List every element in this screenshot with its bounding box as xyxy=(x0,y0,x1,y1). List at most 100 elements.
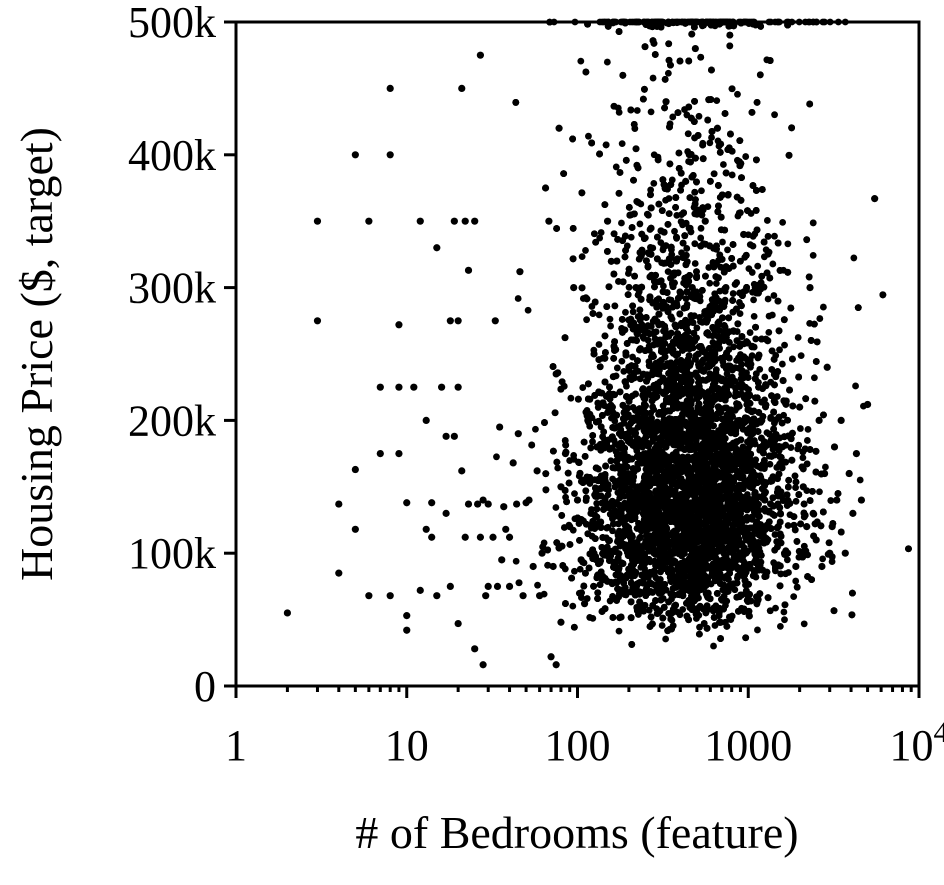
data-point xyxy=(792,577,800,585)
data-point xyxy=(776,622,784,630)
data-point xyxy=(618,357,626,365)
data-point xyxy=(658,622,666,629)
data-point xyxy=(474,500,482,508)
data-point xyxy=(828,558,836,565)
data-point xyxy=(395,321,403,329)
data-point xyxy=(428,499,436,507)
data-point xyxy=(636,220,644,228)
data-point xyxy=(803,523,811,531)
data-point xyxy=(498,556,506,564)
data-point xyxy=(516,268,524,276)
data-point xyxy=(450,217,458,225)
data-point xyxy=(806,284,814,292)
data-point xyxy=(489,533,497,541)
data-point xyxy=(823,363,831,371)
data-point xyxy=(644,336,652,344)
data-point xyxy=(577,57,585,65)
data-point xyxy=(857,496,866,504)
data-point xyxy=(780,608,788,616)
data-point xyxy=(464,266,473,274)
data-point xyxy=(815,416,823,424)
data-point xyxy=(647,204,655,212)
data-point xyxy=(787,444,795,451)
data-point xyxy=(871,195,879,203)
data-point xyxy=(697,234,705,242)
data-point xyxy=(764,295,772,303)
data-point xyxy=(761,373,769,381)
data-point xyxy=(386,84,394,92)
data-point xyxy=(856,476,864,484)
data-point xyxy=(816,315,824,322)
data-point xyxy=(706,139,714,147)
data-point xyxy=(662,196,669,204)
data-point xyxy=(810,374,818,382)
data-point xyxy=(803,437,811,444)
data-point xyxy=(464,500,473,508)
data-point xyxy=(704,203,712,211)
data-point xyxy=(580,600,589,608)
data-point xyxy=(454,317,462,325)
data-point xyxy=(713,97,721,105)
data-point xyxy=(749,232,757,240)
data-point xyxy=(788,456,796,464)
data-point xyxy=(627,233,635,241)
data-point xyxy=(583,595,591,602)
data-point xyxy=(664,69,672,77)
data-point xyxy=(484,582,492,591)
data-point xyxy=(533,467,541,475)
data-point xyxy=(589,438,596,446)
data-point xyxy=(613,257,621,265)
data-point xyxy=(576,565,584,573)
data-point xyxy=(604,409,611,417)
data-point xyxy=(778,360,786,368)
data-point xyxy=(514,295,522,302)
data-point xyxy=(493,453,500,461)
data-point xyxy=(713,124,722,132)
data-point xyxy=(750,280,758,288)
data-point xyxy=(617,470,624,478)
data-point xyxy=(566,457,574,464)
data-point xyxy=(804,425,812,433)
data-point xyxy=(779,218,787,226)
data-point xyxy=(673,211,681,219)
data-point xyxy=(742,153,750,160)
data-point xyxy=(540,590,548,598)
data-point xyxy=(442,432,450,440)
data-point xyxy=(612,163,620,171)
data-point xyxy=(622,308,629,316)
data-point xyxy=(607,322,615,330)
data-point xyxy=(702,398,710,406)
data-point xyxy=(525,496,533,504)
data-point xyxy=(403,626,411,634)
data-point xyxy=(771,531,779,538)
data-point xyxy=(781,616,788,624)
data-point xyxy=(781,341,788,349)
data-point xyxy=(728,171,736,179)
data-point xyxy=(750,296,757,304)
data-point xyxy=(458,467,466,475)
data-point xyxy=(683,245,691,252)
data-point xyxy=(841,549,849,557)
data-point xyxy=(690,329,698,337)
data-point xyxy=(734,212,742,220)
data-point xyxy=(625,283,633,291)
data-point xyxy=(693,324,701,332)
data-point xyxy=(585,132,592,140)
data-point xyxy=(724,246,731,254)
data-point xyxy=(799,454,807,462)
data-point xyxy=(403,499,411,507)
data-point xyxy=(476,51,485,59)
data-point xyxy=(746,329,754,336)
data-point xyxy=(665,296,673,304)
data-point xyxy=(613,364,621,372)
data-point xyxy=(749,242,757,250)
data-point xyxy=(438,383,446,391)
data-point xyxy=(784,240,792,248)
data-point xyxy=(797,352,805,360)
data-point xyxy=(763,217,771,224)
data-point xyxy=(783,556,791,564)
data-point xyxy=(768,311,776,319)
data-point xyxy=(422,416,430,424)
data-point xyxy=(541,184,550,192)
data-point xyxy=(416,586,424,594)
